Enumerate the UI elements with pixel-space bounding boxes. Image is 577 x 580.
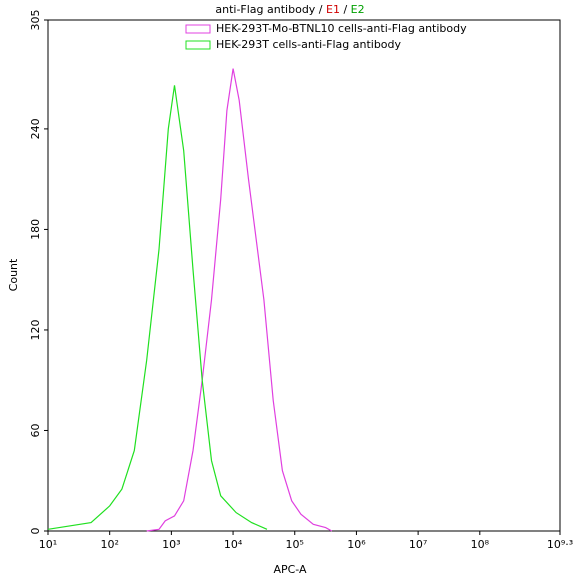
y-tick-label: 120: [29, 319, 42, 340]
title-part: E1: [326, 3, 340, 16]
x-tick-label: 10⁸: [471, 538, 490, 551]
x-tick-label: 10³: [162, 538, 180, 551]
y-tick-label: 60: [29, 423, 42, 437]
histogram-line: [47, 85, 268, 530]
y-tick-label: 180: [29, 219, 42, 240]
title-part: E2: [351, 3, 365, 16]
x-tick-label: 10²: [100, 538, 118, 551]
x-axis-label: APC-A: [273, 563, 307, 576]
legend-label: HEK-293T cells-anti-Flag antibody: [216, 38, 402, 51]
legend-label: HEK-293T-Mo-BTNL10 cells-anti-Flag antib…: [216, 22, 467, 35]
histogram-line: [146, 68, 333, 532]
x-tick-label: 10⁶: [347, 538, 366, 551]
x-tick-label: 10⁵: [286, 538, 304, 551]
y-tick-label: 240: [29, 118, 42, 139]
y-tick-label: 305: [29, 10, 42, 31]
title-part: /: [340, 3, 351, 16]
plot-frame: [47, 19, 561, 532]
legend-swatch: [185, 40, 211, 50]
x-tick-label: 10¹: [39, 538, 57, 551]
x-tick-label: 10⁹·³: [547, 538, 573, 551]
legend-swatch: [185, 24, 211, 34]
x-tick-label: 10⁷: [409, 538, 427, 551]
chart-title: anti-Flag antibody / E1 / E2: [215, 3, 364, 16]
y-tick-label: 0: [29, 528, 42, 535]
y-axis-label: Count: [7, 258, 20, 291]
title-part: anti-Flag antibody /: [215, 3, 326, 16]
x-tick-label: 10⁴: [224, 538, 243, 551]
